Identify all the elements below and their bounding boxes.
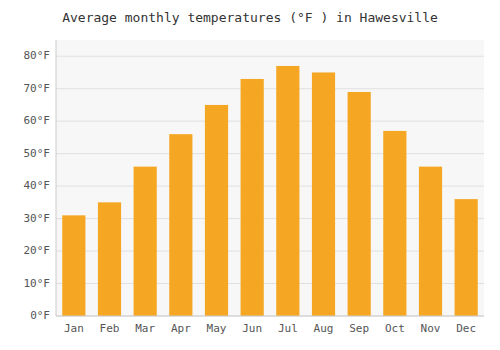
x-tick-label: Jan <box>64 322 84 335</box>
y-axis-line <box>56 40 57 316</box>
y-tick-label: 50°F <box>24 147 51 160</box>
grid-line <box>56 316 484 317</box>
bar <box>169 134 192 316</box>
y-tick-label: 70°F <box>24 82 51 95</box>
bar <box>62 215 85 316</box>
x-tick-label: Feb <box>100 322 120 335</box>
x-tick-label: Oct <box>385 322 405 335</box>
x-tick-label: Jun <box>242 322 262 335</box>
y-tick-label: 10°F <box>24 277 51 290</box>
x-tick-label: May <box>207 322 227 335</box>
x-tick-label: Jul <box>278 322 298 335</box>
chart: 0°F 10°F 20°F 30°F 40°F 50°F 60°F 70°F 80°F Jan Fe… <box>0 0 500 350</box>
y-tick-label: 80°F <box>24 49 51 62</box>
x-tick-label: Sep <box>349 322 369 335</box>
bar <box>134 167 157 316</box>
grid-line <box>56 88 484 89</box>
y-tick-label: 30°F <box>24 212 51 225</box>
y-tick-label: 20°F <box>24 244 51 257</box>
title: Average monthly temperatures (°F ) in Ha… <box>62 10 438 25</box>
bar <box>241 79 264 316</box>
bars <box>62 66 478 316</box>
y-tick-label: 60°F <box>24 114 51 127</box>
x-tick-label: Nov <box>421 322 441 335</box>
x-tick-label: Apr <box>171 322 191 335</box>
x-axis-line <box>56 316 484 317</box>
grid-line <box>56 153 484 154</box>
grid-line <box>56 56 484 57</box>
y-tick-label: 0°F <box>30 309 50 322</box>
x-tick-label: Mar <box>135 322 155 335</box>
bar <box>419 167 442 316</box>
plot-background <box>56 40 484 316</box>
x-tick-label: Dec <box>456 322 476 335</box>
bar <box>98 202 121 316</box>
chart-container: 0°F 10°F 20°F 30°F 40°F 50°F 60°F 70°F 80°F Jan Fe… <box>0 0 500 350</box>
x-tick-label: Aug <box>314 322 334 335</box>
bar <box>276 66 299 316</box>
y-tick-label: 40°F <box>24 179 51 192</box>
bar <box>383 131 406 316</box>
bar <box>348 92 371 316</box>
grid-line <box>56 121 484 122</box>
bar <box>205 105 228 316</box>
bar <box>312 72 335 316</box>
bar <box>455 199 478 316</box>
